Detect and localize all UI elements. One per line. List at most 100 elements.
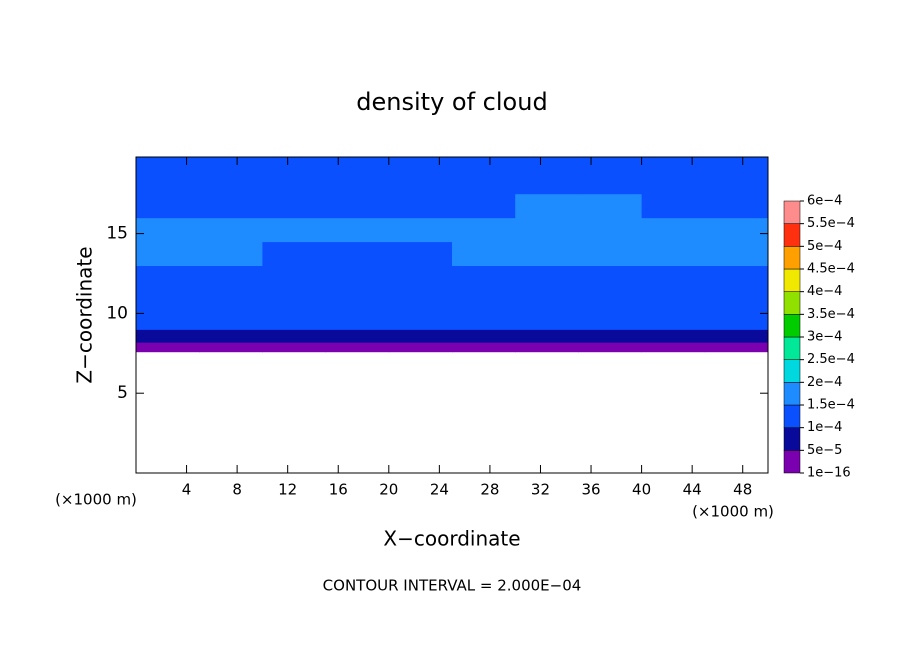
contour-cell [262, 265, 327, 290]
contour-cell [262, 329, 327, 343]
x-tick-label: 12 [278, 481, 297, 499]
colorbar-swatch [783, 404, 801, 428]
contour-cell [452, 265, 516, 290]
chart-title: density of cloud [356, 88, 547, 116]
contour-cell [515, 313, 579, 330]
contour-cell [515, 265, 579, 290]
colorbar-label: 3e−4 [807, 330, 842, 345]
contour-cell [388, 217, 453, 243]
contour-cell [452, 342, 516, 353]
contour-cell [452, 241, 516, 267]
contour-cell [136, 313, 200, 330]
y-tick-label: 10 [106, 303, 128, 323]
x-tick-label: 20 [379, 481, 398, 499]
contour-cell [515, 329, 579, 343]
contour-cell [136, 241, 200, 267]
colorbar-swatch [783, 382, 801, 406]
x-tick-label: 16 [329, 481, 348, 499]
contour-cell [388, 241, 453, 267]
colorbar-label: 6e−4 [807, 194, 842, 209]
contour-cell [641, 217, 706, 243]
contour-cell [578, 241, 643, 267]
colorbar-swatch [783, 450, 801, 474]
contour-cell [515, 217, 579, 243]
contour-cell [262, 217, 327, 243]
contour-cell [704, 193, 769, 219]
colorbar-swatch [783, 314, 801, 338]
x-tick-label: 4 [182, 481, 192, 499]
contour-cell [452, 329, 516, 343]
colorbar-label: 5e−4 [807, 239, 842, 254]
contour-cell [388, 329, 453, 343]
contour-cell [325, 289, 390, 314]
contour-cell [578, 193, 643, 219]
contour-cell [704, 241, 769, 267]
contour-cell [641, 342, 706, 353]
colorbar-swatch [783, 336, 801, 360]
contour-cell [704, 217, 769, 243]
contour-note: CONTOUR INTERVAL = 2.000E−04 [323, 577, 582, 595]
contour-cell [704, 342, 769, 353]
contour-cell [578, 289, 643, 314]
contour-cell [704, 313, 769, 330]
contour-cell [704, 329, 769, 343]
contour-cell [578, 265, 643, 290]
contour-cell [641, 313, 706, 330]
contour-cell [325, 157, 390, 195]
contour-cell [199, 289, 263, 314]
contour-cell [136, 329, 200, 343]
contour-cell [388, 313, 453, 330]
contour-cell [136, 342, 200, 353]
contour-cell [262, 313, 327, 330]
contour-cell [515, 289, 579, 314]
contour-cell [136, 217, 200, 243]
y-axis-title: Z−coordinate [73, 246, 97, 383]
contour-cell [136, 157, 200, 195]
colorbar-swatch [783, 359, 801, 383]
contour-cell [704, 265, 769, 290]
contour-cell [199, 217, 263, 243]
colorbar-label: 4e−4 [807, 284, 842, 299]
x-tick-label: 28 [480, 481, 499, 499]
colorbar-swatch [783, 223, 801, 247]
colorbar-label: 1e−4 [807, 420, 842, 435]
contour-cell [641, 265, 706, 290]
plot-frame [135, 156, 769, 474]
contour-cell [325, 313, 390, 330]
contour-cell [262, 157, 327, 195]
colorbar-label: 1.5e−4 [807, 398, 855, 413]
x-tick-label: 48 [733, 481, 752, 499]
contour-cell [515, 193, 579, 219]
contour-cell [199, 265, 263, 290]
contour-cell [515, 157, 579, 195]
contour-cell [704, 157, 769, 195]
colorbar-label: 1e−16 [807, 466, 851, 481]
contour-cell [325, 342, 390, 353]
y-tick-label: 5 [117, 383, 128, 403]
colorbar-label: 2.5e−4 [807, 352, 855, 367]
x-tick-label: 8 [232, 481, 242, 499]
colorbar-swatch [783, 427, 801, 451]
colorbar-label: 4.5e−4 [807, 262, 855, 277]
contour-cell [641, 241, 706, 267]
contour-cell [641, 193, 706, 219]
contour-cell [325, 329, 390, 343]
contour-cell [578, 313, 643, 330]
contour-cell [388, 289, 453, 314]
x-tick-label: 24 [430, 481, 449, 499]
contour-cell [199, 157, 263, 195]
contour-cell [199, 241, 263, 267]
colorbar-label: 5e−5 [807, 443, 842, 458]
contour-cell [578, 217, 643, 243]
contour-cell [199, 193, 263, 219]
colorbar-swatch [783, 291, 801, 315]
contour-cell [136, 289, 200, 314]
contour-cell [199, 329, 263, 343]
colorbar-swatch [783, 200, 801, 224]
y-tick-label: 15 [106, 224, 128, 244]
contour-cell [641, 289, 706, 314]
colorbar-label: 3.5e−4 [807, 307, 855, 322]
x-tick-label: 44 [683, 481, 702, 499]
x-unit: (×1000 m) [692, 503, 774, 521]
